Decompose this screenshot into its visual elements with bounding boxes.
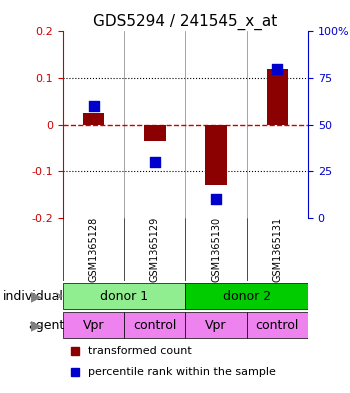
Text: ▶: ▶: [31, 318, 42, 332]
Text: agent: agent: [28, 319, 64, 332]
Point: [274, 66, 280, 72]
FancyBboxPatch shape: [186, 283, 308, 309]
Text: individual: individual: [4, 290, 64, 303]
Text: transformed count: transformed count: [88, 346, 191, 356]
FancyBboxPatch shape: [186, 312, 247, 338]
Text: Vpr: Vpr: [83, 319, 104, 332]
Bar: [205, 125, 227, 185]
FancyBboxPatch shape: [124, 312, 186, 338]
Text: control: control: [256, 319, 299, 332]
Point: [152, 159, 158, 165]
Title: GDS5294 / 241545_x_at: GDS5294 / 241545_x_at: [93, 14, 278, 30]
Point: [91, 103, 97, 109]
Text: GSM1365130: GSM1365130: [211, 217, 221, 282]
Bar: [267, 69, 288, 125]
Point: [213, 196, 219, 202]
FancyBboxPatch shape: [247, 312, 308, 338]
Text: Vpr: Vpr: [205, 319, 227, 332]
Text: donor 1: donor 1: [100, 290, 148, 303]
Text: GSM1365128: GSM1365128: [89, 217, 99, 282]
Text: donor 2: donor 2: [223, 290, 271, 303]
Bar: [83, 113, 104, 125]
Text: GSM1365131: GSM1365131: [272, 217, 282, 282]
FancyBboxPatch shape: [63, 283, 186, 309]
Bar: [144, 125, 166, 141]
FancyBboxPatch shape: [63, 312, 124, 338]
Text: GSM1365129: GSM1365129: [150, 217, 160, 282]
Text: control: control: [133, 319, 176, 332]
Text: percentile rank within the sample: percentile rank within the sample: [88, 367, 275, 376]
Text: ▶: ▶: [31, 289, 42, 303]
